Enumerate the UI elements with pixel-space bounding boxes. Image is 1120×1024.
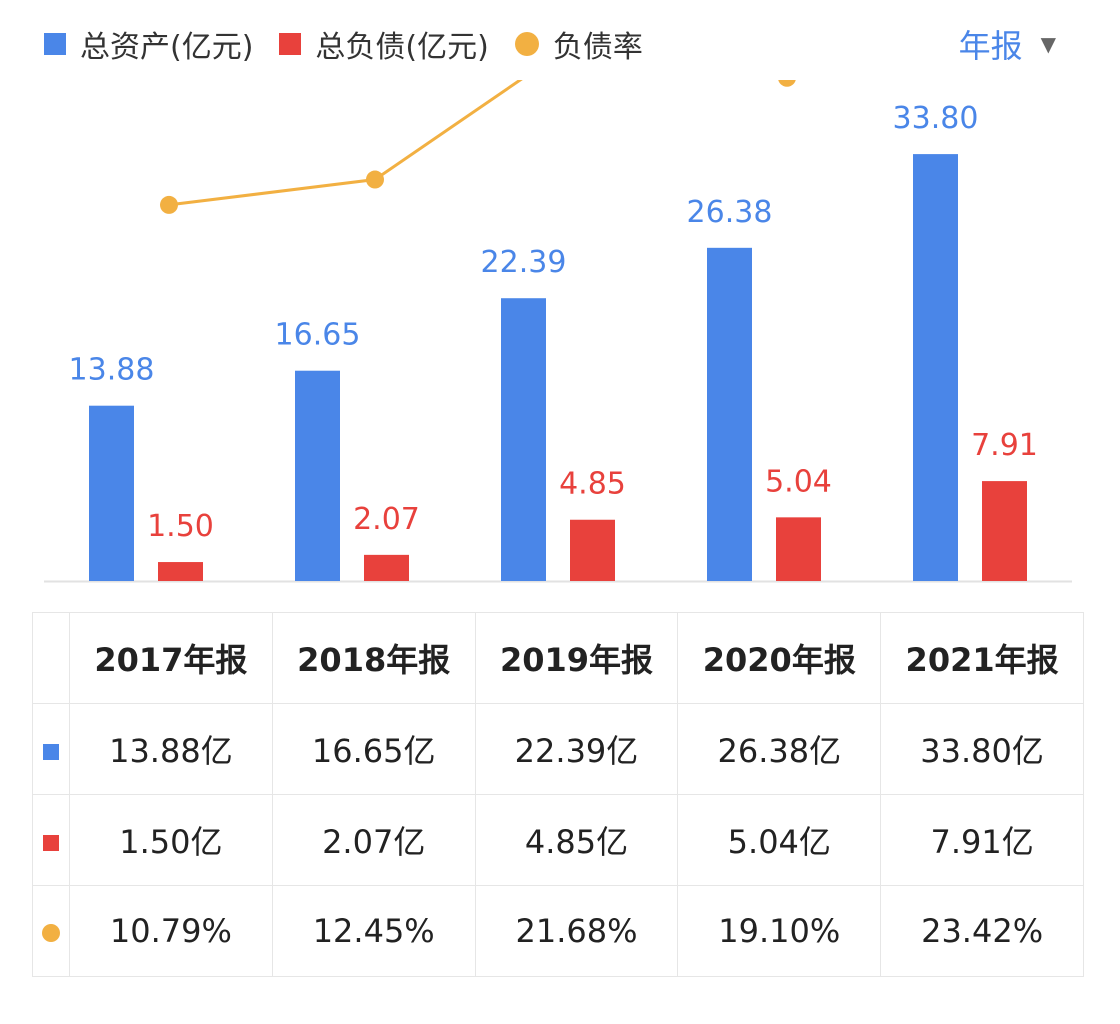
liabilities-bar bbox=[776, 517, 821, 581]
ratio-row-marker bbox=[42, 924, 60, 942]
table-header-cell: 2018年报 bbox=[271, 612, 476, 704]
chart-legend: 总资产(亿元) 总负债(亿元) 负债率 bbox=[44, 20, 669, 68]
bar-line-chart: 13.88 1.50 16.65 2.07 22.39 4.85 26.38 5.04 33.8… bbox=[44, 80, 1072, 583]
assets-bar bbox=[501, 298, 546, 581]
liabilities-bar bbox=[570, 519, 615, 581]
ratio-point bbox=[366, 170, 384, 189]
legend-item-assets[interactable]: 总资产(亿元) bbox=[44, 22, 253, 66]
table-cell: 26.38亿 bbox=[677, 703, 882, 795]
table-cell: 33.80亿 bbox=[880, 703, 1084, 795]
table-cell: 16.65亿 bbox=[271, 703, 476, 795]
table-header-cell: 2019年报 bbox=[474, 612, 679, 704]
legend-item-ratio[interactable]: 负债率 bbox=[514, 22, 643, 66]
assets-bar bbox=[913, 154, 958, 581]
liabilities-bar bbox=[158, 562, 203, 581]
ratio-point bbox=[160, 195, 178, 214]
ratio-point bbox=[778, 80, 796, 87]
legend-label-assets: 总资产(亿元) bbox=[80, 30, 254, 65]
liabilities-row-marker bbox=[43, 835, 59, 851]
table-cell: 7.91亿 bbox=[880, 794, 1084, 886]
liabilities-bar bbox=[364, 554, 409, 581]
table-cell: 10.79% bbox=[69, 885, 273, 977]
period-dropdown[interactable]: 年报 ▼ bbox=[959, 20, 1056, 68]
assets-value-label: 22.39 bbox=[481, 245, 567, 280]
liabilities-value-label: 2.07 bbox=[353, 502, 420, 537]
legend-label-liabilities: 总负债(亿元) bbox=[315, 30, 489, 65]
table-header-cell: 2017年报 bbox=[69, 612, 273, 704]
table-cell: 21.68% bbox=[474, 885, 679, 977]
table-row-marker-cell bbox=[32, 794, 70, 886]
table-cell: 12.45% bbox=[271, 885, 476, 977]
liabilities-value-label: 7.91 bbox=[971, 428, 1038, 463]
triangle-down-icon: ▼ bbox=[1040, 32, 1056, 56]
assets-row-marker bbox=[43, 744, 59, 760]
period-dropdown-label: 年报 bbox=[958, 27, 1023, 65]
table-cell: 2.07亿 bbox=[271, 794, 476, 886]
table-cell: 5.04亿 bbox=[677, 794, 882, 886]
table-row-liabilities: 1.50亿 2.07亿 4.85亿 5.04亿 7.91亿 bbox=[32, 794, 1084, 886]
table-row-ratio: 10.79% 12.45% 21.68% 19.10% 23.42% bbox=[32, 885, 1084, 977]
table-cell: 23.42% bbox=[880, 885, 1084, 977]
assets-value-label: 13.88 bbox=[69, 353, 155, 388]
table-cell: 22.39亿 bbox=[474, 703, 679, 795]
legend-label-ratio: 负债率 bbox=[552, 30, 643, 65]
legend-swatch-assets bbox=[44, 33, 66, 55]
data-table: 2017年报 2018年报 2019年报 2020年报 2021年报 13.88亿 16.6… bbox=[32, 612, 1084, 977]
table-row-marker-cell bbox=[32, 885, 70, 977]
table-header-row: 2017年报 2018年报 2019年报 2020年报 2021年报 bbox=[32, 612, 1084, 704]
assets-value-label: 16.65 bbox=[275, 318, 361, 353]
table-cell: 19.10% bbox=[677, 885, 882, 977]
table-header-cell: 2020年报 bbox=[677, 612, 882, 704]
table-row-marker-cell bbox=[32, 703, 70, 795]
liabilities-value-label: 1.50 bbox=[147, 509, 214, 544]
liabilities-value-label: 5.04 bbox=[765, 464, 832, 499]
assets-bar bbox=[707, 247, 752, 581]
table-cell: 13.88亿 bbox=[69, 703, 273, 795]
table-cell: 4.85亿 bbox=[474, 794, 679, 886]
liabilities-value-label: 4.85 bbox=[559, 467, 626, 502]
assets-value-label: 26.38 bbox=[687, 195, 773, 230]
ratio-series-line bbox=[168, 80, 523, 207]
assets-bar bbox=[295, 370, 340, 581]
legend-item-liabilities[interactable]: 总负债(亿元) bbox=[279, 22, 489, 66]
assets-value-label: 33.80 bbox=[893, 101, 979, 136]
table-header-cell: 2021年报 bbox=[880, 612, 1084, 704]
table-cell: 1.50亿 bbox=[69, 794, 273, 886]
liabilities-bar bbox=[982, 481, 1027, 581]
table-row-assets: 13.88亿 16.65亿 22.39亿 26.38亿 33.80亿 bbox=[32, 703, 1084, 795]
legend-swatch-liabilities bbox=[279, 33, 302, 55]
assets-bar bbox=[89, 405, 134, 581]
table-corner-cell bbox=[32, 612, 70, 704]
legend-swatch-ratio bbox=[514, 32, 539, 56]
